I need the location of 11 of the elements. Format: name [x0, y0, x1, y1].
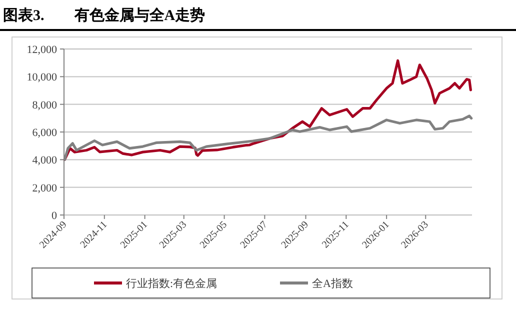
y-tick-label: 12,000 [26, 44, 58, 56]
y-tick-label: 2,000 [32, 182, 58, 194]
chart-title: 图表3. 有色金属与全A走势 [3, 7, 206, 24]
y-tick-label: 4,000 [32, 154, 58, 167]
line-series [63, 59, 472, 161]
y-tick-label: 0 [52, 210, 58, 222]
legend-label: 行业指数:有色金属 [126, 277, 218, 290]
legend-label: 全A指数 [312, 278, 353, 290]
y-tick-label: 10,000 [26, 72, 58, 84]
y-tick-label: 6,000 [32, 127, 58, 139]
y-tick-label: 8,000 [32, 99, 58, 112]
